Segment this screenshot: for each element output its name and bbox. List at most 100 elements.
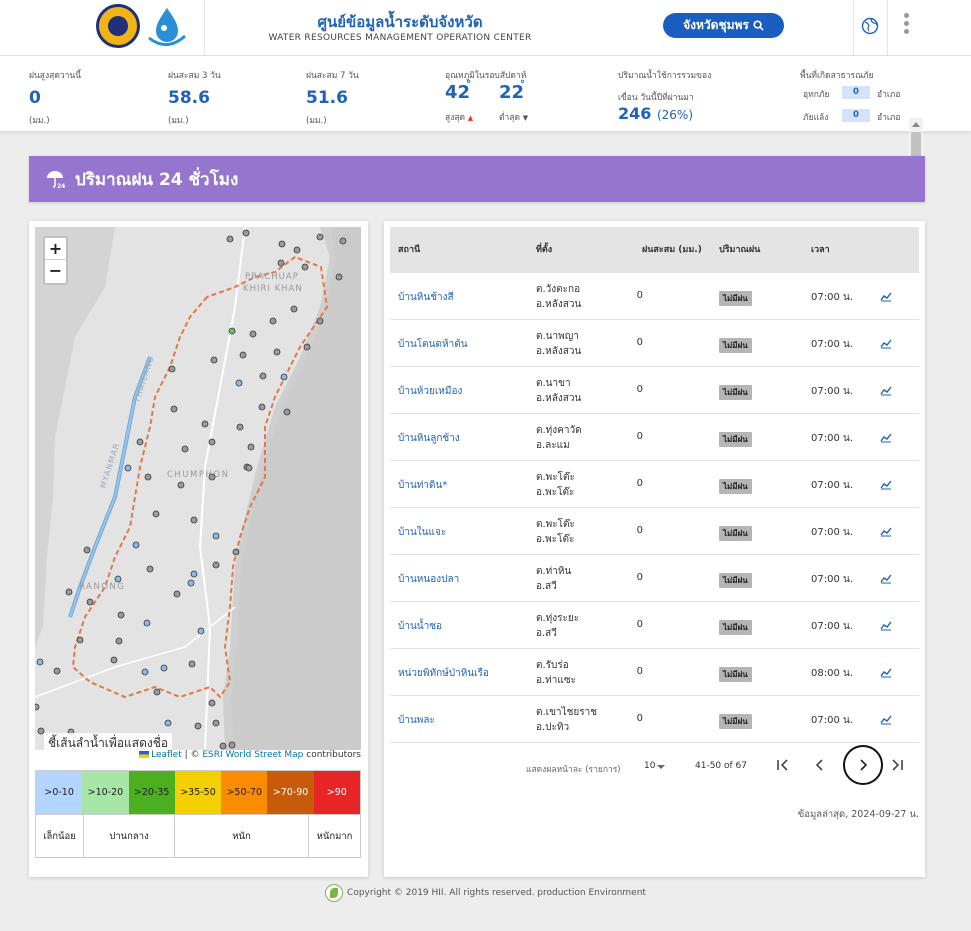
station-marker[interactable] <box>239 351 247 359</box>
station-link[interactable]: บ้านน้ำซอ <box>398 621 443 632</box>
station-marker[interactable] <box>115 637 123 645</box>
station-marker[interactable] <box>117 611 125 619</box>
station-marker[interactable] <box>303 343 311 351</box>
station-marker[interactable] <box>170 405 178 413</box>
station-link[interactable]: บ้านพละ <box>398 715 435 726</box>
station-marker[interactable] <box>177 481 185 489</box>
station-marker[interactable] <box>188 660 196 668</box>
rows-per-page-select[interactable]: 10 <box>644 761 656 771</box>
station-marker[interactable] <box>190 516 198 524</box>
zoom-in-button[interactable]: + <box>45 238 66 260</box>
rain-map[interactable]: PRACHUAP KHIRI KHAN CHUMPHON RANONG THAI… <box>35 227 361 750</box>
station-marker[interactable] <box>293 246 301 254</box>
station-marker[interactable] <box>146 565 154 573</box>
station-marker[interactable] <box>247 443 255 451</box>
station-marker[interactable] <box>160 664 168 672</box>
station-marker[interactable] <box>208 438 216 446</box>
th-time[interactable]: เวลา <box>811 245 830 255</box>
station-marker[interactable] <box>36 658 44 666</box>
chart-line-icon[interactable] <box>880 572 892 584</box>
chart-line-icon[interactable] <box>880 478 892 490</box>
station-marker[interactable] <box>212 532 220 540</box>
station-marker[interactable] <box>114 575 122 583</box>
station-marker[interactable] <box>35 703 40 711</box>
more-vert-icon[interactable] <box>900 13 912 39</box>
chart-line-icon[interactable] <box>880 431 892 443</box>
station-marker[interactable] <box>210 356 218 364</box>
station-marker[interactable] <box>168 365 176 373</box>
station-marker[interactable] <box>65 588 73 596</box>
station-link[interactable]: บ้านห้วยเหมือง <box>398 386 463 397</box>
zoom-out-button[interactable]: − <box>45 260 66 282</box>
chart-line-icon[interactable] <box>880 619 892 631</box>
station-marker[interactable] <box>152 510 160 518</box>
station-marker[interactable] <box>181 445 189 453</box>
station-marker[interactable] <box>143 619 151 627</box>
chart-line-icon[interactable] <box>880 337 892 349</box>
th-rain-amount[interactable]: ปริมาณฝน <box>719 245 761 255</box>
station-marker[interactable] <box>144 473 152 481</box>
station-marker[interactable] <box>339 237 347 245</box>
station-marker[interactable] <box>219 742 227 750</box>
station-marker[interactable] <box>278 240 286 248</box>
station-marker[interactable] <box>242 229 250 237</box>
station-link[interactable]: บ้านหนองปลา <box>398 574 460 585</box>
th-location[interactable]: ที่ตั้ง <box>536 245 553 255</box>
station-marker[interactable] <box>164 719 172 727</box>
chart-line-icon[interactable] <box>880 713 892 725</box>
station-marker[interactable] <box>236 423 244 431</box>
station-link[interactable]: บ้านหินลูกช้าง <box>398 433 460 444</box>
station-marker[interactable] <box>335 273 343 281</box>
station-marker[interactable] <box>187 579 195 587</box>
station-marker[interactable] <box>316 233 324 241</box>
station-marker[interactable] <box>283 408 291 416</box>
station-marker[interactable] <box>208 473 216 481</box>
chart-line-icon[interactable] <box>880 384 892 396</box>
station-marker[interactable] <box>86 598 94 606</box>
station-marker[interactable] <box>136 438 144 446</box>
station-marker[interactable] <box>124 464 132 472</box>
station-marker[interactable] <box>232 548 240 556</box>
province-button[interactable]: จังหวัดชุมพร <box>663 13 784 38</box>
station-link[interactable]: บ้านท่าดิน* <box>398 480 448 491</box>
station-marker[interactable] <box>173 590 181 598</box>
station-marker[interactable] <box>201 420 209 428</box>
station-marker[interactable] <box>228 741 236 749</box>
station-link[interactable]: หน่วยพิทักษ์ป่าหินเรือ <box>398 668 489 679</box>
station-marker[interactable] <box>235 379 243 387</box>
station-marker[interactable] <box>141 668 149 676</box>
station-marker[interactable] <box>290 305 298 313</box>
station-marker[interactable] <box>153 688 161 696</box>
station-marker[interactable] <box>258 403 266 411</box>
station-marker[interactable] <box>301 263 309 271</box>
station-marker[interactable] <box>212 561 220 569</box>
station-marker[interactable] <box>273 348 281 356</box>
station-marker[interactable] <box>208 699 216 707</box>
th-station[interactable]: สถานี <box>398 245 421 255</box>
station-marker[interactable] <box>53 667 61 675</box>
station-marker[interactable] <box>197 627 205 635</box>
station-marker[interactable] <box>190 570 198 578</box>
station-link[interactable]: บ้านโตนดห้าต้น <box>398 339 468 350</box>
chart-line-icon[interactable] <box>880 666 892 678</box>
station-marker[interactable] <box>37 727 45 735</box>
globe-icon[interactable] <box>861 17 879 35</box>
station-marker[interactable] <box>226 235 234 243</box>
station-marker[interactable] <box>76 636 84 644</box>
next-page-button[interactable] <box>843 745 883 785</box>
th-rain-acc[interactable]: ฝนสะสม (มม.) <box>642 245 702 255</box>
station-marker[interactable] <box>277 259 285 267</box>
chart-line-icon[interactable] <box>880 525 892 537</box>
prev-page-button[interactable] <box>808 753 832 777</box>
flood-count-badge[interactable]: 0 <box>842 86 870 99</box>
station-link[interactable]: บ้านในแจะ <box>398 527 447 538</box>
last-page-button[interactable] <box>885 753 909 777</box>
station-marker[interactable] <box>280 373 288 381</box>
first-page-button[interactable] <box>771 753 795 777</box>
drought-count-badge[interactable]: 0 <box>842 109 870 122</box>
station-marker[interactable] <box>83 546 91 554</box>
station-marker[interactable] <box>245 464 253 472</box>
station-marker[interactable] <box>259 372 267 380</box>
station-marker[interactable] <box>110 656 118 664</box>
station-marker[interactable] <box>194 722 202 730</box>
